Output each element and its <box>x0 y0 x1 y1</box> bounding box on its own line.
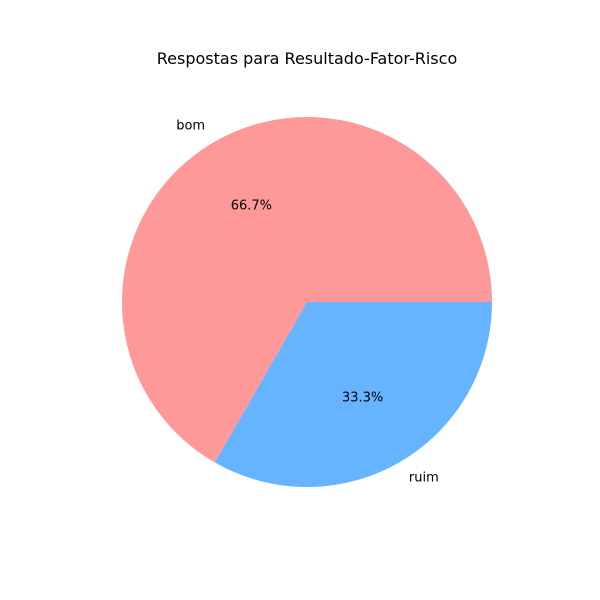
pie-slice-bom <box>122 117 493 463</box>
pie-labels: bom 66.7% ruim 33.3% <box>176 118 439 485</box>
slice-label-ruim: ruim <box>409 471 439 486</box>
slice-label-bom: bom <box>176 118 205 133</box>
chart-title: Respostas para Resultado-Fator-Risco <box>157 49 457 68</box>
pie-slices <box>122 117 493 487</box>
pct-label-bom: 66.7% <box>231 198 272 213</box>
pct-label-ruim: 33.3% <box>342 391 383 406</box>
pie-slice-ruim <box>214 302 492 487</box>
